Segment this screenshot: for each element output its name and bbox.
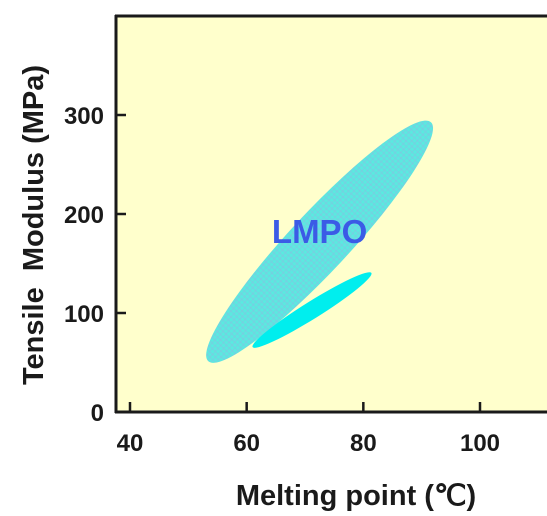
x-tick-label: 60 <box>233 430 260 457</box>
x-tick-label: 100 <box>460 430 500 457</box>
y-tick-label: 200 <box>64 202 104 229</box>
x-tick-label: 80 <box>350 430 377 457</box>
y-ticks: 0 100 200 300 <box>64 103 126 427</box>
region-inner <box>252 272 372 348</box>
x-ticks: 40 60 80 100 <box>117 402 500 457</box>
y-axis-title: Tensile Modulus (MPa) <box>18 65 50 385</box>
region-outer <box>206 120 434 363</box>
x-tick-label: 40 <box>117 430 144 457</box>
x-axis-title: Melting point (℃) <box>236 480 476 512</box>
y-tick-label: 100 <box>64 301 104 328</box>
regions-layer <box>206 120 434 363</box>
y-tick-label: 0 <box>91 400 104 427</box>
y-tick-label: 300 <box>64 103 104 130</box>
region-label-outer: LMPO <box>272 213 367 250</box>
region-labels-layer: LMPO <box>272 213 367 250</box>
